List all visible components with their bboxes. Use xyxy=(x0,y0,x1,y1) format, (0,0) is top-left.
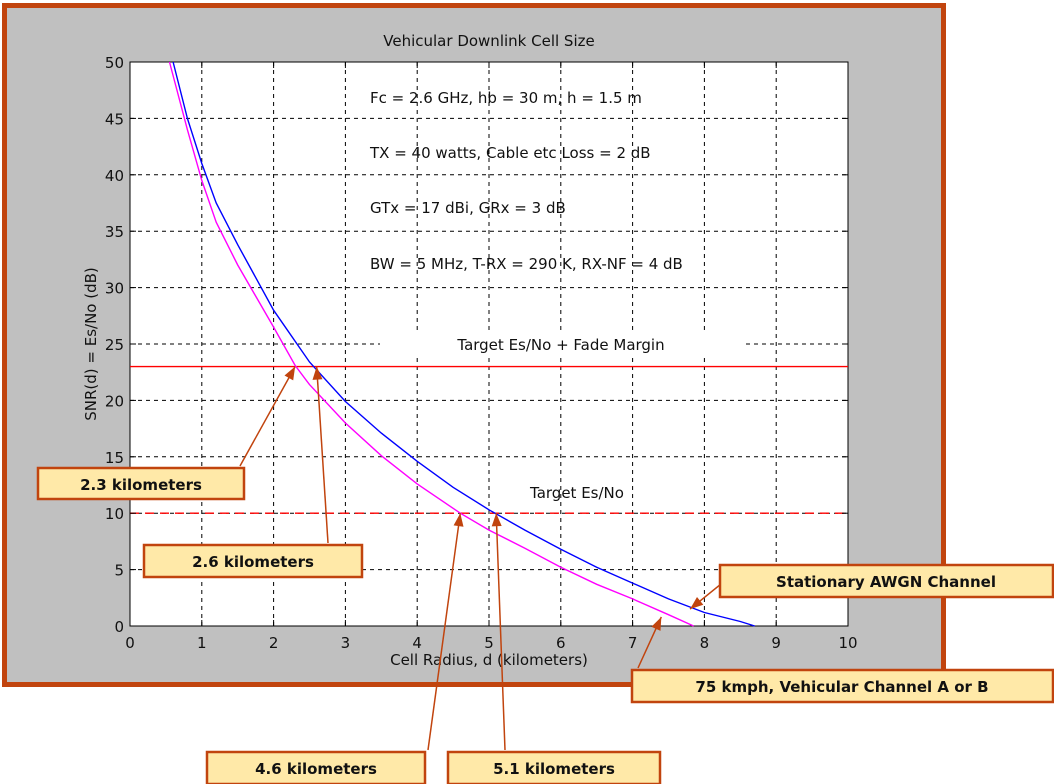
x-tick-label: 6 xyxy=(556,634,566,652)
y-tick-label: 50 xyxy=(105,54,124,72)
y-tick-label: 30 xyxy=(105,280,124,298)
y-axis-label: SNR(d) = Es/No (dB) xyxy=(82,267,100,421)
leader-arrowhead xyxy=(651,616,662,631)
y-tick-label: 5 xyxy=(114,562,124,580)
svg-text:5.1 kilometers: 5.1 kilometers xyxy=(493,760,615,778)
callout-2-3-km: 2.3 kilometers xyxy=(36,466,246,501)
x-tick-label: 7 xyxy=(628,634,638,652)
y-tick-label: 45 xyxy=(105,110,124,128)
y-tick-label: 40 xyxy=(105,167,124,185)
svg-text:Stationary AWGN Channel: Stationary AWGN Channel xyxy=(776,573,996,591)
leader-arrowhead xyxy=(453,513,464,527)
stationary-awgn-curve xyxy=(172,61,755,627)
leader-arrowhead xyxy=(491,513,502,527)
y-tick-label: 15 xyxy=(105,449,124,467)
x-tick-label: 3 xyxy=(341,634,351,652)
svg-text:2.6 kilometers: 2.6 kilometers xyxy=(192,553,314,571)
leader-arrowhead xyxy=(312,366,323,380)
annotation-bandwidth: BW = 5 MHz, T-RX = 290 K, RX-NF = 4 dB xyxy=(370,255,683,273)
leader-arrowhead xyxy=(690,597,704,610)
callout-5-1-km: 5.1 kilometers xyxy=(446,750,662,784)
annotation-power: TX = 40 watts, Cable etc Loss = 2 dB xyxy=(369,144,651,162)
x-tick-label: 2 xyxy=(269,634,279,652)
annotation-frequency: Fc = 2.6 GHz, hb = 30 m, h = 1.5 m xyxy=(370,89,642,107)
callout-leaders xyxy=(239,366,743,751)
leader-line xyxy=(495,513,506,751)
y-tick-label: 25 xyxy=(105,336,124,354)
leader-line xyxy=(315,366,329,544)
svg-text:75 kmph, Vehicular Channel A o: 75 kmph, Vehicular Channel A or B xyxy=(695,678,988,696)
y-tick-label: 35 xyxy=(105,223,124,241)
callout-2-6-km: 2.6 kilometers xyxy=(142,543,364,579)
y-tick-label: 20 xyxy=(105,392,124,410)
vehicular-channel-curve xyxy=(168,61,694,627)
chart-title: Vehicular Downlink Cell Size xyxy=(383,32,594,50)
x-tick-label: 0 xyxy=(125,634,135,652)
callout-vehicular-channel: 75 kmph, Vehicular Channel A or B xyxy=(630,668,1054,704)
x-tick-label: 8 xyxy=(700,634,710,652)
callout-4-6-km: 4.6 kilometers xyxy=(205,750,427,784)
x-tick-label: 9 xyxy=(771,634,781,652)
annotation-gains: GTx = 17 dBi, GRx = 3 dB xyxy=(370,199,566,217)
target-esno-label: Target Es/No xyxy=(529,484,624,502)
leader-line xyxy=(427,513,462,751)
y-tick-label: 0 xyxy=(114,618,124,636)
fade-margin-label: Target Es/No + Fade Margin xyxy=(456,336,664,354)
x-tick-label: 10 xyxy=(838,634,857,652)
leader-2-6-km xyxy=(312,366,329,544)
fade-margin-label-bg xyxy=(380,330,745,356)
data-series xyxy=(168,61,755,627)
svg-text:2.3 kilometers: 2.3 kilometers xyxy=(80,476,202,494)
svg-text:4.6 kilometers: 4.6 kilometers xyxy=(255,760,377,778)
leader-2-3-km xyxy=(239,366,296,467)
x-tick-label: 5 xyxy=(484,634,494,652)
leader-vehicular-channel xyxy=(637,616,663,669)
leader-line xyxy=(239,366,296,467)
x-axis-label: Cell Radius, d (kilometers) xyxy=(390,651,588,669)
leader-4-6-km xyxy=(427,513,464,751)
x-tick-label: 4 xyxy=(412,634,422,652)
leader-5-1-km xyxy=(491,513,506,751)
x-tick-label: 1 xyxy=(197,634,207,652)
y-tick-label: 10 xyxy=(105,505,124,523)
callout-stationary-awgn: Stationary AWGN Channel xyxy=(718,563,1054,599)
leader-arrowhead xyxy=(284,366,296,381)
reference-lines xyxy=(130,365,848,514)
